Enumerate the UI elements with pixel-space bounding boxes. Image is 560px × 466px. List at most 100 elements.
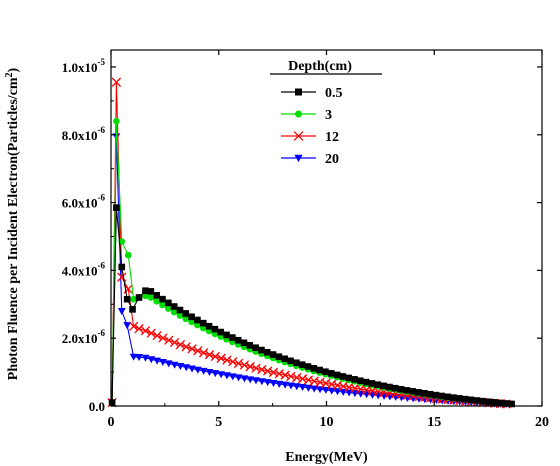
data-point-triangle — [205, 369, 214, 377]
data-point-circle — [147, 294, 155, 301]
data-point-triangle — [269, 379, 278, 387]
data-point-square — [135, 294, 143, 301]
data-point-square — [153, 292, 160, 299]
data-point-square — [345, 374, 352, 382]
data-point-circle — [194, 321, 201, 329]
legend-label: 3 — [325, 108, 332, 123]
y-tick-label-base: 8.0x10 — [62, 128, 98, 143]
data-point-cross — [117, 272, 127, 282]
data-point-square — [234, 336, 242, 344]
data-point-cross — [140, 326, 151, 336]
data-point-square — [421, 390, 428, 397]
data-point-square — [123, 295, 131, 303]
axes-layer: 0 5 10 15 200.02.0x10-64.0x10-66.0x10-68.0x1… — [62, 50, 549, 430]
data-point-triangle — [298, 384, 307, 392]
data-point-cross — [216, 353, 226, 363]
data-point-cross — [274, 369, 284, 379]
y-tick-label-base: 1.0x10 — [62, 60, 98, 75]
data-point-circle — [153, 298, 160, 305]
data-point-square — [409, 388, 416, 395]
data-point-square — [415, 389, 422, 396]
series-12 — [107, 77, 511, 409]
data-point-triangle — [123, 322, 132, 330]
data-point-cross — [134, 324, 144, 334]
data-point-square — [479, 397, 486, 405]
data-point-cross — [263, 366, 273, 376]
data-point-square — [485, 398, 492, 406]
data-point-square — [357, 377, 364, 385]
data-point-square — [129, 306, 136, 313]
data-point-cross — [293, 131, 304, 141]
y-tick-label-exponent: -6 — [98, 125, 106, 135]
data-point-cross — [181, 342, 191, 352]
data-point-triangle — [294, 154, 303, 163]
data-point-square — [391, 384, 399, 392]
data-point-triangle — [240, 375, 249, 383]
y-tick-label: 1.0x10-5 — [62, 57, 106, 75]
legend: Depth(cm) 0.5 3 12 20 — [270, 59, 382, 167]
data-point-triangle — [182, 364, 191, 372]
data-point-triangle — [257, 378, 266, 386]
data-point-square — [199, 319, 207, 327]
x-tick-label: 10 — [320, 415, 334, 430]
data-point-square — [298, 361, 306, 368]
data-point-triangle — [310, 385, 319, 393]
data-point-square — [316, 366, 323, 374]
data-point-square — [351, 376, 358, 383]
data-point-triangle — [415, 395, 423, 403]
data-point-triangle — [351, 390, 359, 398]
y-axis-label-end: ) — [6, 67, 21, 72]
data-point-triangle — [263, 379, 272, 387]
data-point-triangle — [292, 383, 301, 391]
data-point-cross — [297, 374, 308, 384]
data-point-circle — [142, 292, 149, 300]
data-point-triangle — [193, 366, 202, 374]
data-point-square — [327, 370, 335, 377]
data-point-square — [246, 341, 254, 349]
data-point-cross — [111, 77, 122, 87]
data-point-square — [252, 344, 259, 352]
data-point-square — [182, 310, 190, 317]
data-point-cross — [280, 370, 290, 380]
legend-item: 0.5 — [281, 86, 343, 101]
data-point-cross — [309, 376, 319, 386]
data-point-triangle — [223, 372, 231, 380]
data-point-square — [322, 368, 329, 376]
series-line — [111, 82, 507, 405]
data-point-square — [263, 349, 271, 356]
data-point-square — [304, 363, 312, 370]
data-point-triangle — [287, 382, 295, 390]
y-tick-label-base: 0.0 — [89, 399, 105, 414]
data-point-square — [455, 395, 463, 402]
data-point-cross — [268, 367, 279, 378]
y-tick-label: 0.0 — [89, 399, 105, 414]
data-point-square — [386, 383, 393, 391]
data-point-square — [113, 204, 120, 211]
legend-label: 12 — [325, 130, 339, 145]
x-tick-label: 20 — [535, 415, 549, 430]
data-point-square — [108, 399, 116, 406]
series-line — [111, 121, 512, 405]
data-point-triangle — [129, 353, 138, 361]
series-layer — [107, 77, 515, 409]
data-point-square — [118, 263, 126, 271]
data-point-cross — [222, 355, 232, 365]
data-point-cross — [239, 360, 250, 370]
x-axis-label: Energy(MeV) — [285, 450, 368, 465]
data-point-square — [438, 392, 446, 400]
data-point-square — [293, 359, 300, 367]
data-point-circle — [113, 117, 120, 125]
x-tick-label: 0 — [108, 415, 115, 430]
data-point-square — [281, 355, 288, 363]
data-point-cross — [251, 363, 261, 373]
data-point-square — [432, 391, 440, 399]
y-axis-label-superscript: 2 — [4, 72, 15, 77]
legend-title: Depth(cm) — [288, 59, 352, 74]
data-point-circle — [165, 305, 172, 312]
data-point-square — [502, 400, 510, 407]
data-point-square — [368, 380, 376, 387]
data-point-square — [194, 316, 201, 324]
data-point-circle — [188, 318, 195, 326]
y-tick-label: 6.0x10-6 — [62, 193, 106, 211]
